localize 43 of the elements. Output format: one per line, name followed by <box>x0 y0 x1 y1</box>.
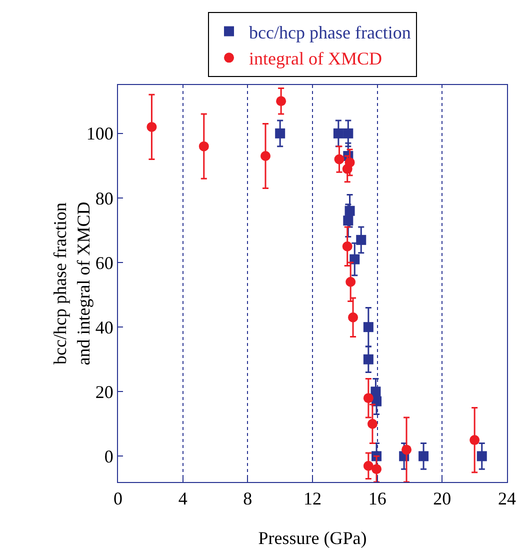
legend-label: bcc/hcp phase fraction <box>249 22 411 42</box>
y-tick-label: 60 <box>95 252 114 273</box>
point <box>348 312 358 322</box>
point <box>372 464 382 474</box>
point <box>363 393 374 404</box>
point <box>260 151 270 162</box>
point <box>346 276 356 287</box>
point <box>363 460 374 471</box>
point <box>342 241 352 252</box>
x-tick-label: 12 <box>304 488 322 509</box>
point <box>333 128 344 138</box>
x-tick-label: 4 <box>178 488 188 509</box>
point <box>367 418 378 429</box>
y-axis-title: bcc/hcp phase fraction and integral of XMCD <box>50 202 94 366</box>
point <box>334 154 344 164</box>
point <box>363 354 374 364</box>
point <box>344 206 355 216</box>
point <box>470 435 480 446</box>
point <box>418 451 429 462</box>
y-tick-label: 80 <box>95 188 114 208</box>
point <box>275 128 286 138</box>
point <box>343 216 354 226</box>
point <box>363 322 374 332</box>
point <box>402 444 412 455</box>
y-tick-label: 0 <box>104 446 114 466</box>
point <box>342 164 352 174</box>
point <box>343 128 354 138</box>
legend-label: integral of XMCD <box>249 48 382 69</box>
x-tick-label: 24 <box>498 488 516 509</box>
point <box>276 96 286 106</box>
x-tick-label: 8 <box>243 488 252 509</box>
y-tick-label: 40 <box>95 317 114 338</box>
x-axis-title: Pressure (GPa) <box>258 528 367 548</box>
x-tick-label: 20 <box>433 488 452 509</box>
y-tick-label: 100 <box>86 124 114 144</box>
point <box>146 122 157 132</box>
x-tick-label: 16 <box>368 488 386 509</box>
point <box>198 141 209 152</box>
point <box>370 386 381 397</box>
point <box>476 451 487 462</box>
point <box>356 234 366 245</box>
point <box>350 254 360 264</box>
y-tick-label: 20 <box>95 382 114 402</box>
